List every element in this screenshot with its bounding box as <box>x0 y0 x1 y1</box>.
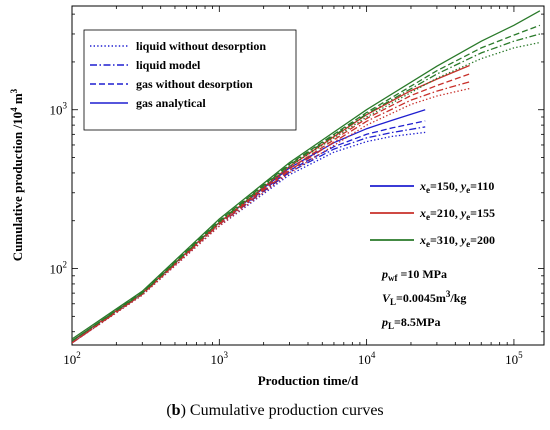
x-axis-title: Production time/d <box>258 373 359 388</box>
parameters-block: pwf =10 MPa VL=0.0045m3/kg pL=8.5MPa <box>381 267 466 331</box>
series-layer <box>72 10 541 344</box>
case-legend-label: xe=150, ye=110 <box>419 179 494 195</box>
y-axis-title: Cumulative production /104 m3 <box>9 88 25 261</box>
caption-panel-letter: b <box>171 402 181 419</box>
series-line-case3-dotted <box>72 41 541 342</box>
x-tick-label: 102 <box>63 350 81 367</box>
series-line-case3-solid <box>72 10 541 340</box>
case-legend: xe=150, ye=110 xe=210, ye=155 xe=310, ye=2… <box>370 179 495 249</box>
style-legend-label: gas analytical <box>136 96 206 110</box>
style-legend-label: liquid without desorption <box>136 39 266 53</box>
x-tick-label: 104 <box>358 350 376 367</box>
series-line-case1-dotted <box>72 131 426 344</box>
caption-text: Cumulative production curves <box>189 402 384 419</box>
production-chart: 102 103 104 105 102 103 liquid without desorp… <box>9 5 545 388</box>
style-legend-label: gas without desorption <box>136 77 253 91</box>
style-legend: liquid without desorption liquid model gas… <box>83 29 297 131</box>
parameter-label: pwf =10 MPa <box>381 267 447 283</box>
series-line-case1-dashdot <box>72 126 426 344</box>
x-tick-label: 103 <box>211 350 229 367</box>
case-legend-label: xe=210, ye=155 <box>419 206 495 222</box>
figure-caption: (b) Cumulative production curves <box>166 402 384 419</box>
axis-ticks: 102 103 104 105 102 103 <box>50 6 544 367</box>
series-line-case3-dashed <box>72 24 541 342</box>
parameter-label: pL=8.5MPa <box>381 315 441 331</box>
parameter-label: VL=0.0045m3/kg <box>382 289 466 307</box>
case-legend-label: xe=310, ye=200 <box>419 233 495 249</box>
y-tick-label: 103 <box>50 101 68 118</box>
x-tick-label: 105 <box>505 350 523 367</box>
style-legend-label: liquid model <box>136 58 201 72</box>
series-line-case2-solid <box>72 64 470 342</box>
series-line-case2-dashed <box>72 73 470 344</box>
y-tick-label: 102 <box>50 260 68 277</box>
